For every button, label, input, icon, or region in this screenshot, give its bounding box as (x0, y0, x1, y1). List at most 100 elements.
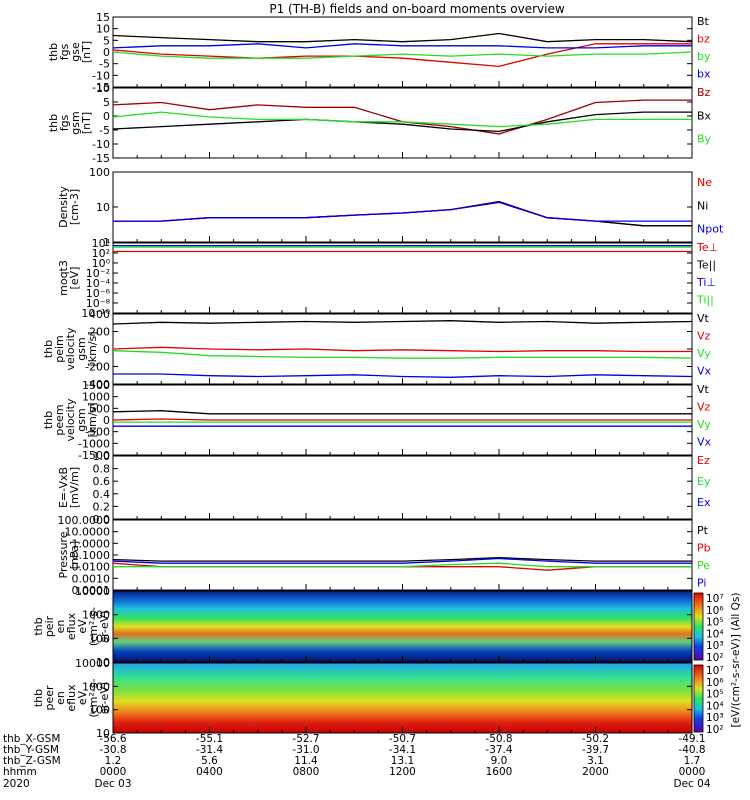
y-tick-label: 1000 (82, 391, 110, 404)
ylabel-line: Pressure (57, 531, 70, 578)
footer-value: 2000 (582, 766, 609, 778)
colorbar-tick-label: 10⁷ (706, 593, 724, 605)
y-tick-label: 10000 (75, 657, 110, 670)
ylabel-line: fgs (58, 114, 71, 131)
series-line-Pe (113, 562, 692, 568)
legend-Bz: Bz (697, 86, 711, 99)
panel-ylabel: thbpeirenefluxeV(cm²-s-sr-eV) (32, 607, 111, 646)
legend-Bt: Bt (697, 15, 710, 28)
y-tick-label: 10⁻⁶ (86, 287, 111, 300)
y-tick-label: 1.0000 (72, 537, 111, 550)
y-tick-label: 0 (103, 343, 110, 356)
colorbar-tick-label: 10² (706, 724, 724, 736)
panel-ylabel: thbfgsgsm[nT] (47, 111, 93, 134)
legend-Ti⊥: Ti⊥ (696, 276, 716, 289)
ylabel-line: thb (32, 689, 45, 707)
footer-row-label: thb_Z-GSM (3, 755, 61, 767)
ylabel-line: en (54, 691, 67, 705)
y-tick-label: 100.0000 (58, 514, 111, 527)
y-tick-label: -5 (99, 58, 110, 71)
legend-Vx: Vx (697, 365, 712, 378)
series-line-Pi (112, 557, 692, 564)
ylabel-line: [eV] (68, 267, 81, 290)
legend-Ez: Ez (697, 454, 710, 467)
ylabel-line: gse (69, 42, 82, 62)
series-line-Vz (112, 346, 692, 353)
colorbar-tick-label: 10⁵ (706, 617, 724, 629)
footer-value: -49.1 (678, 733, 705, 745)
y-tick-label: 10 (96, 82, 110, 95)
legend-Vy: Vy (697, 347, 711, 360)
y-tick-label: 0 (103, 46, 110, 59)
legend-bz: bz (697, 33, 710, 46)
y-tick-label: 1000 (82, 680, 110, 693)
panel-ylabel: thbfgsgse[nT] (47, 41, 93, 63)
y-tick-label: 10 (96, 23, 110, 36)
y-tick-label: 100 (89, 704, 110, 717)
ylabel-line: E=-VxB (57, 467, 70, 508)
series-line-bz (112, 43, 692, 68)
ylabel-line: [nT] (80, 112, 93, 134)
y-tick-label: 10⁻⁸ (86, 297, 111, 310)
y-tick-label: -10 (92, 138, 110, 151)
series-line-Vy (112, 350, 693, 359)
legend-Vz: Vz (697, 401, 711, 414)
panel-ylabel: thbpeimvelocitygsm[km/s] (42, 327, 99, 370)
legend-Vz: Vz (697, 330, 711, 343)
footer-value: 1.2 (105, 755, 122, 767)
y-tick-label: 0 (103, 110, 110, 123)
footer-value: -50.7 (389, 733, 416, 745)
colorbar-tick-label: 10⁵ (706, 689, 724, 701)
y-tick-label: 1 (103, 236, 110, 249)
ylabel-line: eV (76, 619, 89, 634)
legend-Pt: Pt (697, 524, 709, 537)
y-tick-label: -10 (92, 69, 110, 82)
colorbar: 10⁷10⁶10⁵10⁴10³10²10⁷10⁶10⁵10⁴10³10²[eV/… (693, 593, 742, 736)
legend-Ni: Ni (697, 199, 708, 212)
y-tick-label: 500 (89, 402, 110, 415)
footer-row-label: hhmm (3, 766, 37, 778)
footer-row-label: thb_X-GSM (3, 733, 60, 745)
footer-value: 11.4 (294, 755, 318, 767)
footer-value: -40.8 (678, 744, 705, 756)
y-tick-label: 200 (89, 326, 110, 339)
ylabel-line: [km/s] (86, 402, 99, 437)
panel-ylabel: thbpeemvelocitygsm[km/s] (42, 398, 99, 441)
ylabel-line: [nPa] (68, 541, 81, 569)
y-tick-label: -200 (85, 361, 110, 374)
ylabel-line: thb (42, 411, 55, 429)
footer-value: 0400 (196, 766, 223, 778)
legend-Pe: Pe (697, 559, 710, 572)
ylabel-line: thb (32, 617, 45, 635)
footer-value: 5.6 (201, 755, 218, 767)
y-tick-label: 10² (92, 247, 110, 260)
panel-8: 10000 1000 100 10 thbpeirenefluxeV(cm²-s-sr-… (32, 585, 693, 669)
panel-frame (112, 87, 693, 159)
y-tick-label: 0.0 (93, 513, 111, 526)
ylabel-line: sr-eV) (98, 610, 111, 642)
footer-value: -52.7 (292, 733, 319, 745)
series-line-bx (112, 43, 692, 49)
ylabel-line: thb (42, 340, 55, 358)
colorbar-tick-label: 10² (706, 652, 724, 664)
footer-value: 1.7 (684, 755, 701, 767)
y-tick-label: 0.1000 (72, 549, 111, 562)
ylabel-line: thb (47, 43, 60, 61)
y-tick-label: 0 (103, 414, 110, 427)
y-tick-label: 1000 (82, 609, 110, 622)
panel-4: 400 200 0 -200 -400 thbpeimvelocitygsm[km/s] V… (42, 308, 712, 391)
ylabel-line: (cm²-s- (87, 678, 100, 717)
series-line-Vz (112, 418, 692, 421)
ylabel-line: sr-eV) (98, 682, 111, 714)
footer-date: Dec 03 (94, 778, 131, 790)
ylabel-line: gsm (75, 408, 88, 431)
ylabel-line: thb (47, 114, 60, 132)
y-tick-label: -1500 (78, 449, 110, 462)
legend-Vt: Vt (697, 312, 710, 325)
y-tick-label: 10⁻⁴ (86, 277, 111, 290)
colorbar-tick-label: 10⁴ (706, 700, 724, 712)
ylabel-line: peir (43, 615, 56, 637)
